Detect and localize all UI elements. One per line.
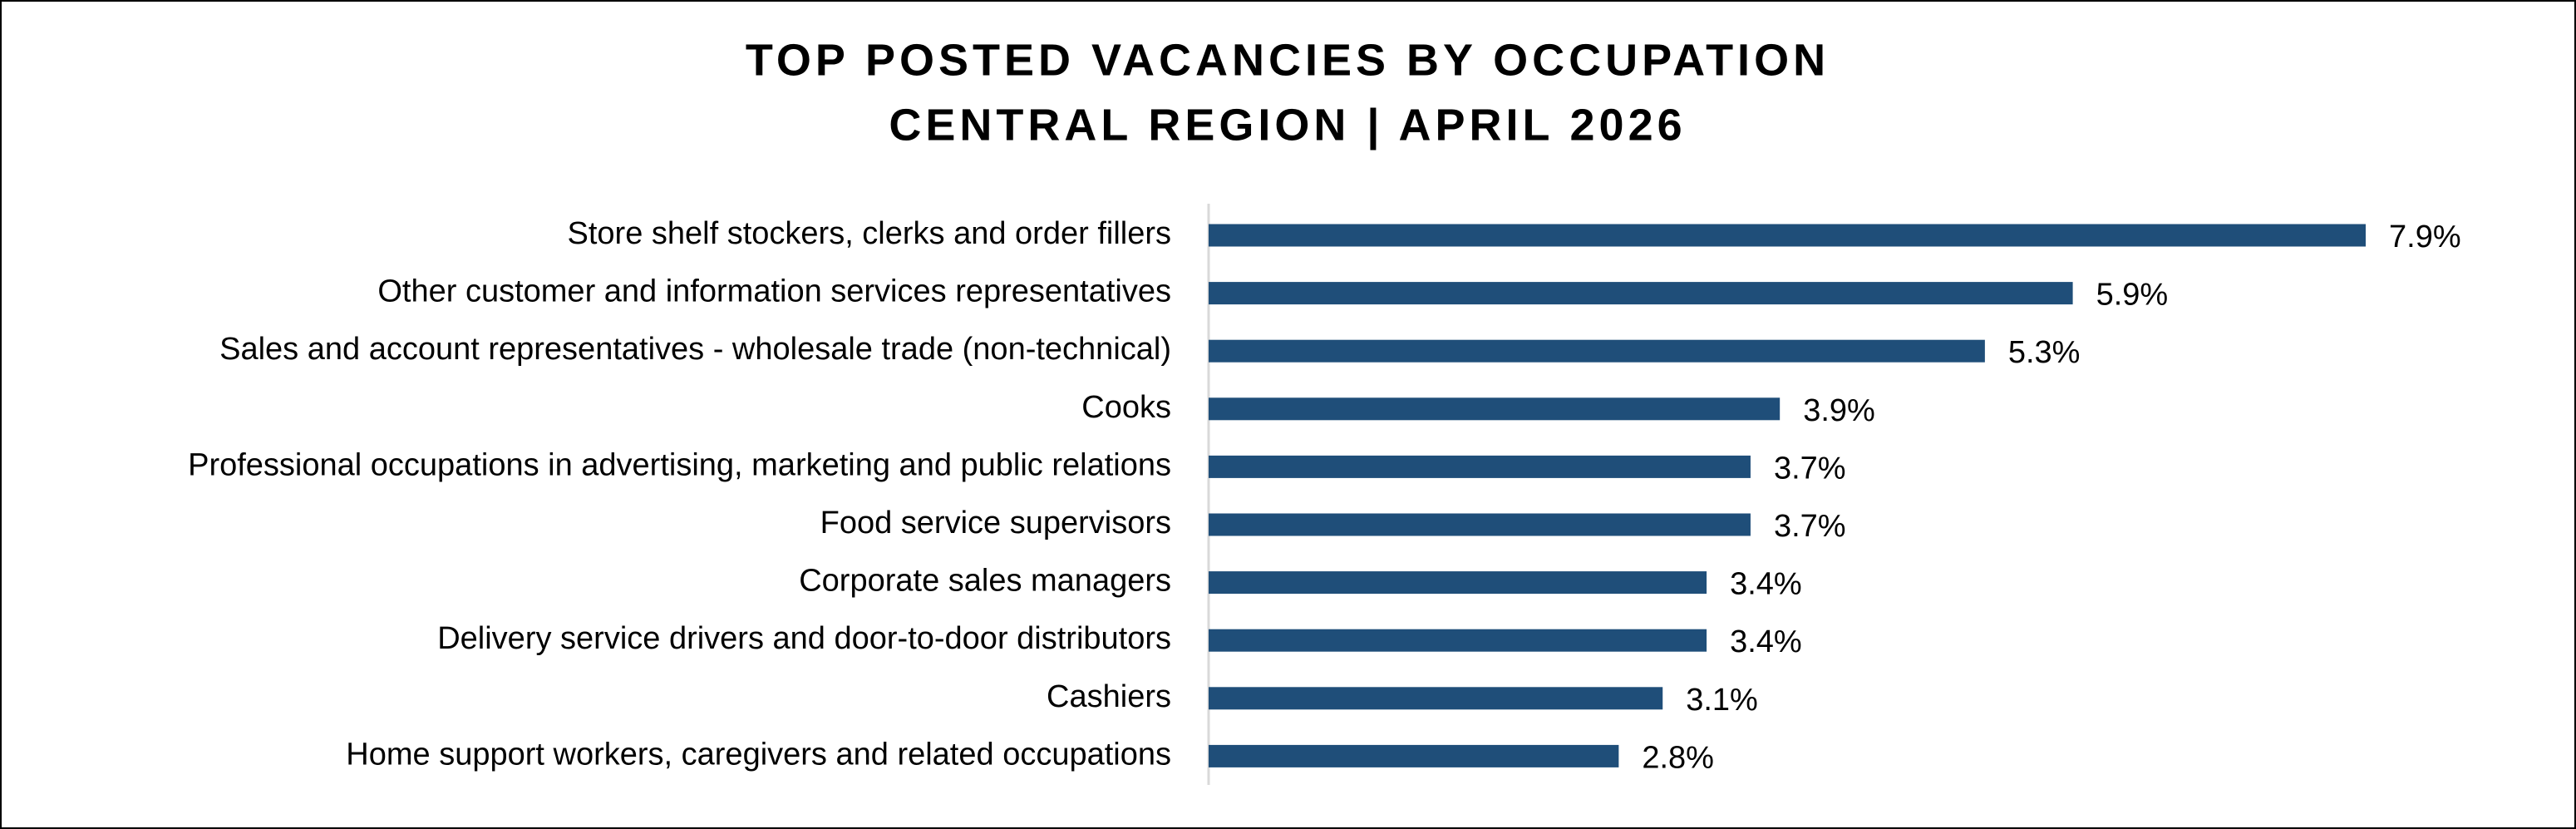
category-label: Corporate sales managers [799,564,1171,599]
bar [1209,513,1751,536]
value-label: 5.3% [2008,335,2081,370]
category-label: Home support workers, caregivers and rel… [346,737,1171,772]
value-label: 3.4% [1730,624,1802,659]
bar [1209,339,1985,363]
value-label: 3.9% [1803,393,1875,428]
category-label: Cashiers [1047,679,1171,714]
category-label: Cooks [1081,390,1171,425]
bar [1209,455,1751,478]
category-label: Professional occupations in advertising,… [188,447,1171,482]
category-label: Food service supervisors [820,506,1171,540]
category-label: Store shelf stockers, clerks and order f… [568,216,1172,251]
value-label: 5.9% [2096,278,2169,313]
value-label: 3.4% [1730,567,1802,602]
bar [1209,687,1663,710]
bar [1209,571,1707,595]
bar [1209,224,2366,247]
bar [1209,629,1707,652]
value-label: 2.8% [1642,740,1714,775]
value-label: 3.7% [1774,509,1846,544]
chart-title: TOP POSTED VACANCIES BY OCCUPATION [746,35,1830,85]
category-label: Other customer and information services … [377,274,1171,309]
bar [1209,397,1781,421]
bar [1209,282,2073,305]
value-label: 7.9% [2389,220,2461,254]
value-label: 3.7% [1774,451,1846,486]
value-label: 3.1% [1686,683,1758,718]
category-label: Delivery service drivers and door-to-doo… [437,621,1171,656]
chart-subtitle: CENTRAL REGION | APRIL 2026 [889,100,1686,151]
category-label: Sales and account representatives - whol… [219,332,1171,367]
bar [1209,744,1619,767]
